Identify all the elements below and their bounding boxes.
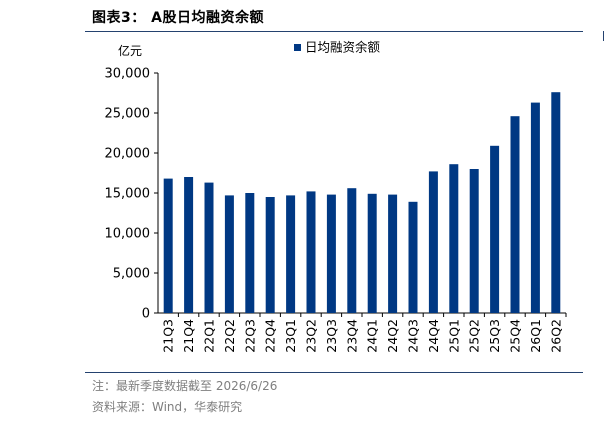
bar-24Q2: [388, 194, 398, 313]
bar-26Q2: [551, 92, 561, 313]
bar-23Q3: [326, 194, 336, 313]
figure-title-text: A股日均融资余额: [151, 10, 264, 26]
x-tick-label: 24Q4: [426, 319, 441, 353]
legend-label: 日均融资余额: [305, 40, 381, 55]
bar-23Q2: [306, 191, 316, 313]
x-tick-label: 25Q1: [446, 319, 461, 353]
y-tick-label: 10,000: [105, 227, 151, 242]
bar-22Q1: [204, 182, 214, 313]
bar-24Q3: [408, 201, 418, 313]
bar-25Q2: [469, 169, 479, 313]
x-tick-label: 23Q1: [283, 319, 298, 353]
source-note: 资料来源：Wind，华泰研究: [92, 400, 243, 414]
y-tick-label: 5,000: [113, 267, 150, 282]
x-tick-label: 24Q3: [406, 319, 421, 353]
legend: 日均融资余额: [294, 40, 381, 55]
bar-26Q1: [530, 102, 540, 313]
figure-label: 图表3：: [92, 10, 146, 26]
x-tick-label: 22Q1: [202, 319, 217, 353]
bar-series: [163, 92, 561, 313]
footnote: 注：最新季度数据截至 2026/6/26: [92, 379, 278, 393]
x-tick-label: 24Q1: [365, 319, 380, 353]
bar-22Q3: [245, 193, 255, 313]
bar-21Q3: [163, 178, 173, 313]
x-tick-label: 25Q3: [487, 319, 502, 353]
x-tick-label: 22Q3: [242, 319, 257, 353]
bar-23Q4: [347, 188, 357, 313]
x-tick-label: 24Q2: [385, 319, 400, 353]
bar-24Q1: [367, 193, 377, 313]
legend-swatch: [294, 44, 301, 51]
x-tick-label: 21Q3: [161, 319, 176, 353]
bar-22Q2: [224, 195, 234, 313]
x-tick-label: 22Q4: [263, 319, 278, 353]
y-axis: 亿元 0 5,000 10,000 15,000 20,000 25,000 30,000: [105, 43, 159, 322]
bar-25Q3: [490, 145, 500, 313]
y-tick-label: 15,000: [105, 187, 151, 202]
bar-25Q1: [449, 164, 459, 313]
bar-25Q4: [510, 116, 520, 313]
y-tick-label: 30,000: [105, 67, 151, 82]
y-tick-label: 20,000: [105, 147, 151, 162]
x-tick-label: 22Q2: [222, 319, 237, 353]
bar-24Q4: [428, 171, 438, 313]
x-tick-label: 25Q2: [467, 319, 482, 353]
header-rule: [85, 31, 583, 32]
y-tick-label: 25,000: [105, 107, 151, 122]
bar-22Q4: [265, 197, 275, 313]
figure-title: 图表3： A股日均融资余额: [92, 7, 264, 27]
x-axis: 21Q3 21Q4 22Q1 22Q2 22Q3 22Q4 23Q1 23Q2 23Q3 23Q4…: [158, 312, 567, 353]
x-tick-label: 21Q4: [181, 319, 196, 353]
y-axis-unit-label: 亿元: [118, 43, 142, 58]
x-tick-label: 26Q2: [548, 319, 563, 353]
x-tick-label: 25Q4: [508, 319, 523, 353]
bar-21Q4: [184, 177, 194, 313]
x-tick-label: 26Q1: [528, 319, 543, 353]
x-tick-label: 23Q2: [304, 319, 319, 353]
x-tick-label: 23Q4: [344, 319, 359, 353]
y-tick-label: 0: [142, 307, 150, 322]
adjacent-panel-edge: [603, 31, 604, 41]
bar-23Q1: [286, 195, 296, 313]
footer-rule: [85, 372, 583, 373]
x-tick-label: 23Q3: [324, 319, 339, 353]
